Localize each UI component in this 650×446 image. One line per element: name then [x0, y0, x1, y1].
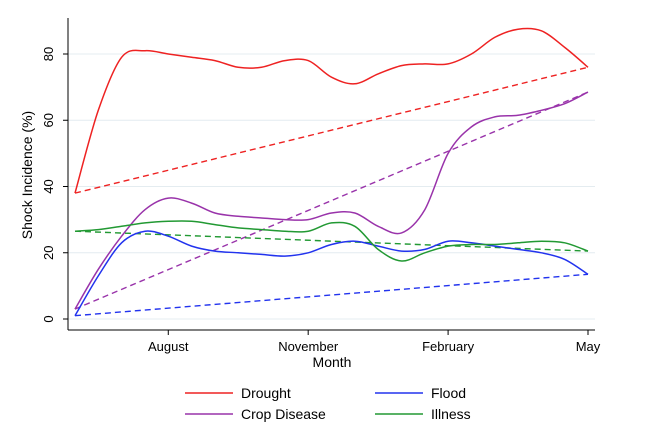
y-ticks: 0 20 40 60 80 — [41, 47, 68, 323]
trend-lines — [74, 66, 589, 317]
crop-disease-trend-line — [74, 91, 589, 310]
x-tick-label: February — [422, 339, 475, 354]
y-axis-title: Shock Incidence (%) — [19, 111, 35, 239]
illness-line — [74, 220, 589, 262]
y-tick-label: 0 — [41, 315, 56, 322]
flood-trend-line — [74, 273, 589, 317]
drought-line — [74, 27, 589, 194]
x-tick-label: November — [278, 339, 339, 354]
legend: Drought Flood Crop Disease Illness — [185, 385, 471, 422]
legend-label-flood: Flood — [431, 385, 466, 401]
x-axis-title: Month — [313, 354, 352, 370]
crop-disease-line — [74, 91, 589, 310]
legend-label-crop-disease: Crop Disease — [241, 406, 326, 422]
legend-label-drought: Drought — [241, 385, 291, 401]
flood-line — [74, 230, 589, 317]
y-tick-label: 80 — [41, 47, 56, 61]
legend-label-illness: Illness — [431, 406, 471, 422]
y-tick-label: 20 — [41, 246, 56, 260]
y-tick-label: 60 — [41, 113, 56, 127]
illness-trend-line — [74, 230, 589, 252]
y-tick-label: 40 — [41, 179, 56, 193]
grid — [68, 53, 595, 320]
x-ticks: August November February May — [148, 330, 601, 354]
x-tick-label: May — [576, 339, 601, 354]
drought-trend-line — [74, 66, 589, 194]
x-tick-label: August — [148, 339, 189, 354]
series-lines — [74, 27, 589, 317]
